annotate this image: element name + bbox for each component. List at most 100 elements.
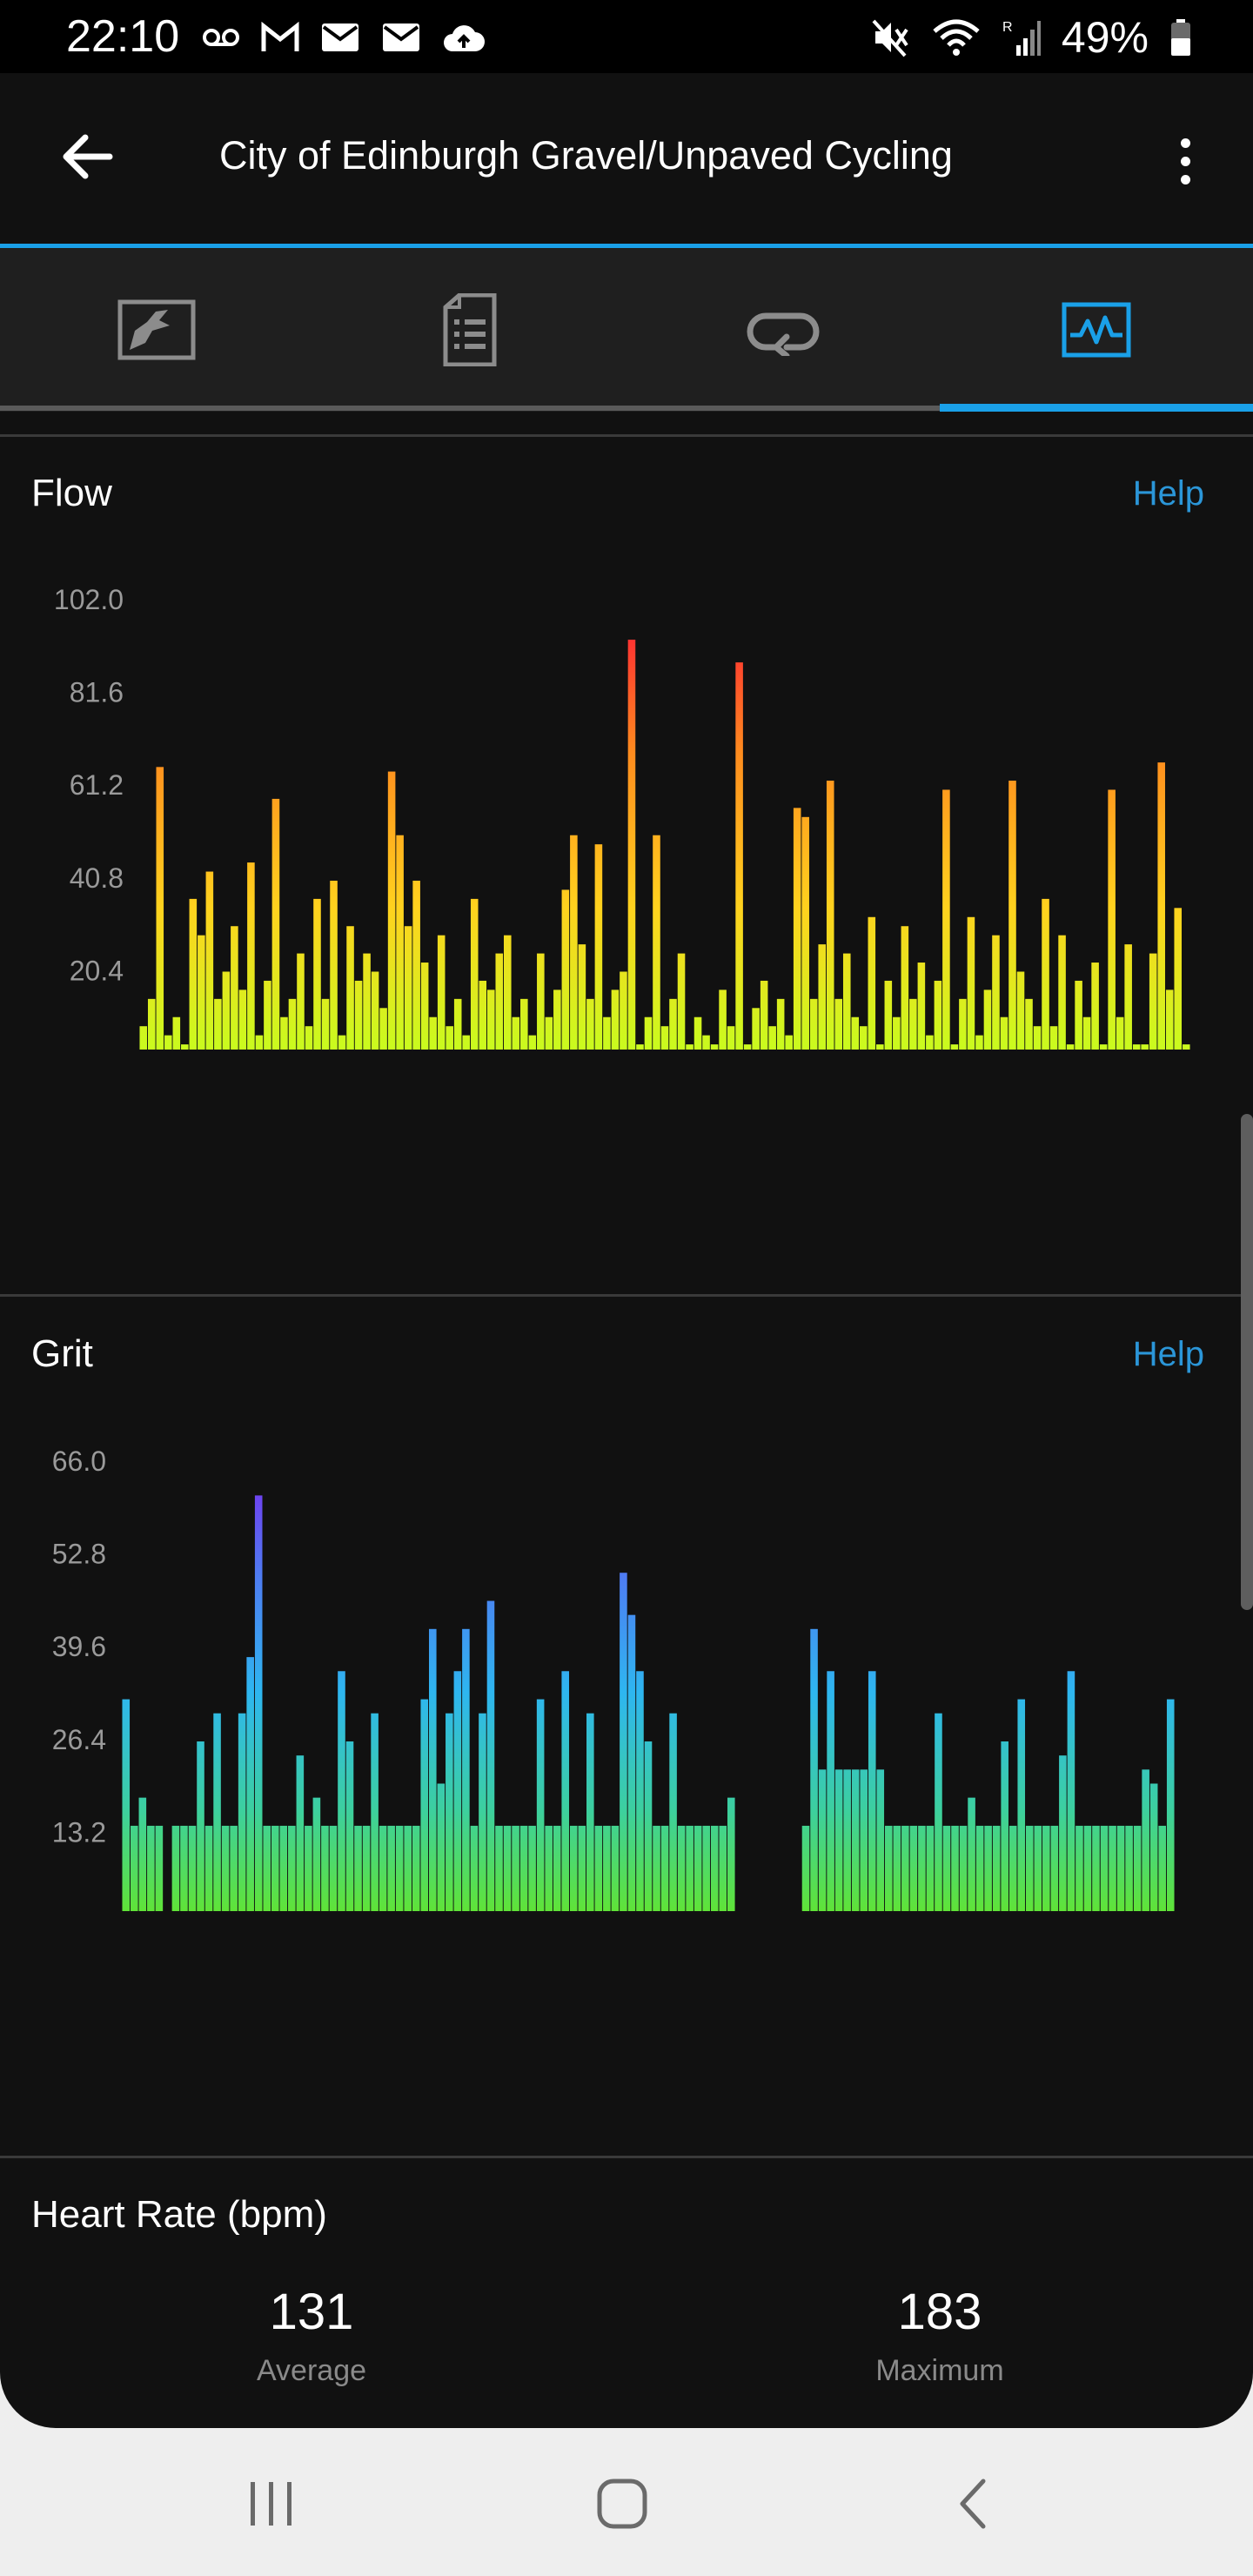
chart-bar — [479, 980, 487, 1050]
chart-bar — [578, 1825, 586, 1911]
chart-bar — [686, 1044, 694, 1050]
recent-apps-button[interactable] — [219, 2465, 324, 2543]
chart-bar — [1116, 1825, 1125, 1911]
chart-bar — [719, 1825, 727, 1911]
chart-bar — [1059, 1755, 1067, 1911]
flow-title: Flow — [31, 472, 112, 514]
chart-bar — [470, 1825, 479, 1911]
chart-bar — [198, 935, 205, 1050]
chart-bar — [345, 1741, 354, 1911]
page-title: City of Edinburgh Gravel/Unpaved Cycling — [219, 133, 953, 178]
chart-bar — [594, 844, 603, 1050]
chart-bar — [379, 1825, 387, 1911]
tab-details[interactable] — [313, 248, 626, 412]
chart-bar — [627, 1614, 636, 1911]
voicemail-icon — [203, 29, 239, 46]
chart-bar — [660, 1026, 669, 1050]
chart-bar — [230, 1825, 238, 1911]
chart-bar — [627, 640, 636, 1050]
signal-icon: R — [1002, 20, 1041, 56]
home-icon — [597, 2479, 647, 2529]
chart-bar — [1049, 1026, 1058, 1050]
chart-bar — [429, 1016, 437, 1050]
tab-charts[interactable] — [940, 248, 1253, 412]
chart-bar — [1100, 1825, 1109, 1911]
chart-bar — [843, 1769, 851, 1911]
chart-bar — [305, 1825, 312, 1911]
chart-bar — [1165, 989, 1174, 1050]
list-document-icon — [443, 293, 497, 366]
tab-laps[interactable] — [626, 248, 940, 412]
chart-bar — [951, 1825, 959, 1911]
status-bar: 22:10 R 49% — [0, 0, 1253, 73]
chart-bar — [743, 1044, 752, 1050]
chart-bar — [934, 980, 942, 1050]
chart-bar — [1082, 1016, 1091, 1050]
chart-bar — [653, 1825, 660, 1911]
chart-bar — [719, 989, 727, 1050]
chart-bar — [1083, 1825, 1092, 1911]
more-options-button[interactable] — [1166, 126, 1204, 196]
home-button[interactable] — [570, 2465, 674, 2543]
tab-map[interactable] — [0, 248, 313, 412]
chart-bar — [305, 1026, 313, 1050]
chart-bar — [1174, 908, 1183, 1050]
chart-bar — [801, 1825, 810, 1911]
chart-bar — [1158, 1825, 1166, 1911]
grit-help-link[interactable]: Help — [1132, 1335, 1204, 1373]
y-tick-label: 102.0 — [54, 584, 124, 615]
chart-bar — [620, 971, 627, 1050]
chart-bar — [710, 1044, 719, 1050]
chart-bar — [147, 1825, 155, 1911]
chart-bar — [255, 1035, 264, 1050]
chart-bar — [172, 1016, 181, 1050]
chart-bar — [868, 1671, 876, 1911]
chart-bar — [901, 926, 909, 1050]
chart-bar — [851, 1769, 860, 1911]
chart-bar — [346, 926, 354, 1050]
chart-bar — [885, 1825, 893, 1911]
chart-bar — [1058, 935, 1066, 1050]
chart-bar — [479, 1713, 486, 1911]
y-tick-label: 13.2 — [52, 1816, 106, 1848]
chart-bar — [1075, 980, 1082, 1050]
tab-underline — [0, 406, 940, 411]
chart-bar — [834, 998, 843, 1050]
tab-bar — [0, 248, 1253, 412]
chart-bar — [586, 1713, 594, 1911]
system-back-button[interactable] — [921, 2465, 1025, 2543]
chart-bar — [669, 998, 677, 1050]
chart-bar — [935, 1713, 942, 1911]
chart-bar — [404, 1825, 412, 1911]
chart-bar — [959, 998, 967, 1050]
chart-bar — [702, 1035, 710, 1050]
chart-bar — [1033, 1026, 1042, 1050]
back-button[interactable] — [52, 122, 122, 191]
chart-bar — [1075, 1825, 1083, 1911]
chart-bar — [860, 1769, 868, 1911]
chart-bar — [271, 1825, 279, 1911]
chart-bar — [926, 1035, 934, 1050]
chart-bar — [545, 1016, 553, 1050]
mail-icon — [322, 23, 358, 51]
chart-bar — [214, 998, 222, 1050]
flow-chart: 0.020.440.861.281.6102.00:1021:4142:431:… — [54, 584, 1190, 1050]
chart-bar — [1092, 1825, 1100, 1911]
wifi-icon — [933, 19, 980, 56]
heart-rate-average-label: Average — [256, 2354, 367, 2387]
scrollbar[interactable] — [1241, 1114, 1253, 1610]
chart-bar — [412, 880, 420, 1050]
chart-bar — [594, 1825, 603, 1911]
chart-bar — [528, 1825, 536, 1911]
chart-bar — [204, 1825, 213, 1911]
flow-help-link[interactable]: Help — [1132, 474, 1204, 513]
chart-bar — [1116, 1016, 1124, 1050]
chart-bar — [1016, 971, 1025, 1050]
heart-rate-title: Heart Rate (bpm) — [31, 2193, 327, 2236]
chart-bar — [1125, 1825, 1133, 1911]
battery-percent: 49% — [1061, 13, 1149, 62]
chart-bar — [238, 989, 247, 1050]
y-tick-label: 0.0 — [85, 1048, 124, 1050]
navigation-bar — [0, 2428, 1253, 2576]
chart-bar — [1042, 898, 1049, 1050]
